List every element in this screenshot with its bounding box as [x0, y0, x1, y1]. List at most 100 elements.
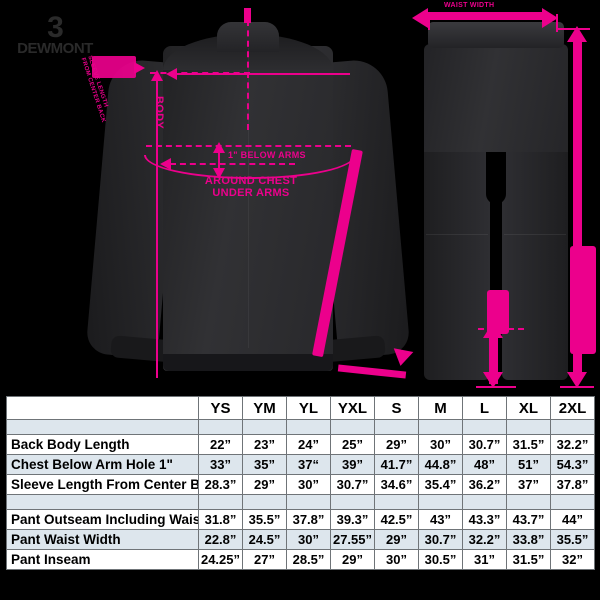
cell-inseam-xl: 31.5”	[506, 549, 551, 570]
outseam-bottom-tick	[560, 386, 594, 388]
header-size-yl: YL	[286, 396, 331, 420]
waist-left-extension	[428, 14, 430, 30]
cell-chest-ys: 33”	[198, 454, 243, 475]
cell-inseam-l: 31”	[462, 549, 507, 570]
outseam-label: OUTSEAM	[585, 252, 594, 295]
body-length-line	[156, 78, 158, 378]
cell-waist-2xl: 35.5”	[550, 529, 595, 550]
header-size-l: L	[462, 396, 507, 420]
waist-width-arrow-left	[412, 8, 428, 28]
pants-knee-seam-right	[504, 234, 566, 235]
spacer-cell	[6, 494, 199, 510]
shoulder-measure-line	[175, 73, 350, 75]
garment-illustration-area: 3 DEWMONT SLEEVE LENGTH FROM CENTER BACK	[10, 2, 596, 388]
inseam-arrow-down	[483, 372, 503, 388]
pants-leg-left	[424, 152, 490, 380]
cell-back-body-length-ys: 22”	[198, 434, 243, 455]
cell-chest-2xl: 54.3”	[550, 454, 595, 475]
row-label-pant-outseam: Pant Outseam Including Waist	[6, 509, 199, 530]
pants-knee-seam-left	[426, 234, 488, 235]
cell-back-body-length-yl: 24”	[286, 434, 331, 455]
cell-waist-ym: 24.5”	[242, 529, 287, 550]
cell-sleeve-ys: 28.3”	[198, 474, 243, 495]
cell-chest-s: 41.7”	[374, 454, 419, 475]
cell-sleeve-2xl: 37.8”	[550, 474, 595, 495]
cell-outseam-yxl: 39.3”	[330, 509, 375, 530]
cell-back-body-length-l: 30.7”	[462, 434, 507, 455]
header-measurement-blank	[6, 396, 199, 420]
waist-width-bar	[426, 12, 544, 20]
cell-sleeve-ym: 29”	[242, 474, 287, 495]
cell-outseam-m: 43”	[418, 509, 463, 530]
size-chart-table: YS YM YL YXL S M L XL 2XL	[6, 396, 595, 570]
header-size-yxl: YXL	[330, 396, 375, 420]
chest-label-line2: UNDER ARMS	[212, 187, 290, 199]
size-table-container: YS YM YL YXL S M L XL 2XL	[0, 392, 600, 600]
cell-waist-yxl: 27.55”	[330, 529, 375, 550]
cell-chest-xl: 51”	[506, 454, 551, 475]
cell-sleeve-m: 35.4”	[418, 474, 463, 495]
cell-outseam-2xl: 44”	[550, 509, 595, 530]
cell-inseam-yxl: 29”	[330, 549, 375, 570]
header-size-ys: YS	[198, 396, 243, 420]
armhole-dashed-line	[146, 145, 351, 147]
table-row: Pant Waist Width 22.8” 24.5” 30” 27.55” …	[6, 529, 595, 550]
sleeve-callout-arrow	[134, 62, 145, 74]
center-back-top-tick	[244, 8, 251, 23]
header-size-xl: XL	[506, 396, 551, 420]
table-row: Chest Below Arm Hole 1" 33” 35” 37“ 39” …	[6, 454, 595, 475]
cell-inseam-ys: 24.25”	[198, 549, 243, 570]
cell-waist-ys: 22.8”	[198, 529, 243, 550]
table-row: Back Body Length 22” 23” 24” 25” 29” 30”…	[6, 434, 595, 455]
cell-back-body-length-s: 29”	[374, 434, 419, 455]
outseam-arrow-shaft	[573, 40, 582, 376]
cell-waist-m: 30.7”	[418, 529, 463, 550]
cell-chest-ym: 35”	[242, 454, 287, 475]
jacket-hem	[163, 354, 333, 371]
cell-inseam-s: 30”	[374, 549, 419, 570]
cell-chest-yl: 37“	[286, 454, 331, 475]
spacer-cell	[6, 419, 199, 435]
cell-outseam-xl: 43.7”	[506, 509, 551, 530]
cell-outseam-l: 43.3”	[462, 509, 507, 530]
cell-sleeve-xl: 37”	[506, 474, 551, 495]
header-size-ym: YM	[242, 396, 287, 420]
cell-outseam-ys: 31.8”	[198, 509, 243, 530]
cell-back-body-length-m: 30”	[418, 434, 463, 455]
shoulder-measure-arrow-left	[166, 68, 177, 80]
table-row: Pant Outseam Including Waist 31.8” 35.5”…	[6, 509, 595, 530]
cell-back-body-length-xl: 31.5”	[506, 434, 551, 455]
outseam-top-tick	[556, 28, 590, 30]
cell-inseam-m: 30.5”	[418, 549, 463, 570]
cell-sleeve-s: 34.6”	[374, 474, 419, 495]
outseam-arrow-up	[567, 26, 587, 42]
cell-chest-m: 44.8”	[418, 454, 463, 475]
pants-hip	[424, 44, 568, 164]
pants-crotch-gap	[486, 152, 506, 204]
waist-width-label: WAIST WIDTH	[444, 2, 495, 9]
row-label-back-body-length: Back Body Length	[6, 434, 199, 455]
outseam-arrow-down	[567, 372, 587, 388]
waist-width-arrow-right	[542, 8, 558, 28]
header-size-s: S	[374, 396, 419, 420]
inseam-arrow-shaft	[489, 336, 498, 384]
cell-inseam-yl: 28.5”	[286, 549, 331, 570]
cell-outseam-yl: 37.8”	[286, 509, 331, 530]
table-spacer-row-top	[6, 419, 595, 435]
table-spacer-row-middle	[6, 494, 595, 510]
sleeve-callout-backing	[92, 56, 136, 78]
body-length-label: BODY	[153, 96, 165, 129]
inseam-label: INSEAM	[500, 294, 507, 324]
cell-outseam-ym: 35.5”	[242, 509, 287, 530]
cell-back-body-length-2xl: 32.2”	[550, 434, 595, 455]
shoulder-dashed-extension	[150, 72, 250, 74]
cell-chest-l: 48”	[462, 454, 507, 475]
cell-chest-yxl: 39”	[330, 454, 375, 475]
row-label-pant-waist-width: Pant Waist Width	[6, 529, 199, 550]
outseam-label-backing	[570, 246, 596, 354]
cell-back-body-length-yxl: 25”	[330, 434, 375, 455]
table-header-row: YS YM YL YXL S M L XL 2XL	[6, 396, 595, 420]
header-size-2xl: 2XL	[550, 396, 595, 420]
brand-watermark-logo: 3 DEWMONT	[10, 6, 100, 64]
